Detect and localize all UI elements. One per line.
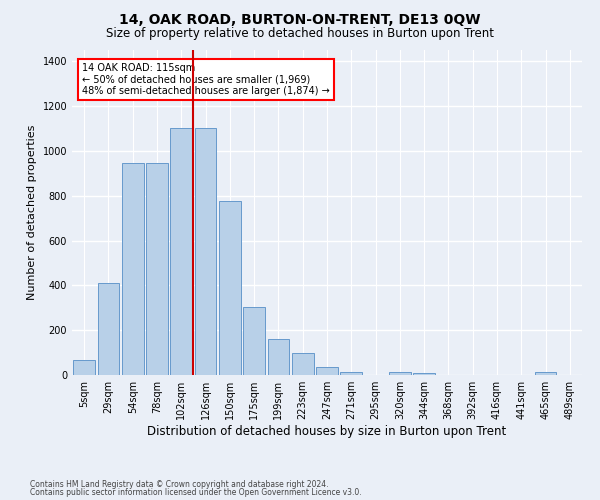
Bar xyxy=(243,306,265,375)
Bar xyxy=(413,373,435,375)
Bar xyxy=(146,163,168,375)
Bar xyxy=(97,283,119,375)
Text: Contains HM Land Registry data © Crown copyright and database right 2024.: Contains HM Land Registry data © Crown c… xyxy=(30,480,329,489)
Text: 14, OAK ROAD, BURTON-ON-TRENT, DE13 0QW: 14, OAK ROAD, BURTON-ON-TRENT, DE13 0QW xyxy=(119,12,481,26)
Bar xyxy=(122,163,143,375)
Text: Size of property relative to detached houses in Burton upon Trent: Size of property relative to detached ho… xyxy=(106,28,494,40)
Text: 14 OAK ROAD: 115sqm
← 50% of detached houses are smaller (1,969)
48% of semi-det: 14 OAK ROAD: 115sqm ← 50% of detached ho… xyxy=(82,63,330,96)
Bar xyxy=(316,367,338,375)
X-axis label: Distribution of detached houses by size in Burton upon Trent: Distribution of detached houses by size … xyxy=(148,425,506,438)
Bar xyxy=(194,128,217,375)
Bar xyxy=(73,360,95,375)
Bar xyxy=(268,339,289,375)
Bar xyxy=(535,372,556,375)
Text: Contains public sector information licensed under the Open Government Licence v3: Contains public sector information licen… xyxy=(30,488,362,497)
Bar xyxy=(219,202,241,375)
Bar xyxy=(389,372,411,375)
Bar xyxy=(170,128,192,375)
Y-axis label: Number of detached properties: Number of detached properties xyxy=(27,125,37,300)
Bar xyxy=(292,352,314,375)
Bar xyxy=(340,372,362,375)
